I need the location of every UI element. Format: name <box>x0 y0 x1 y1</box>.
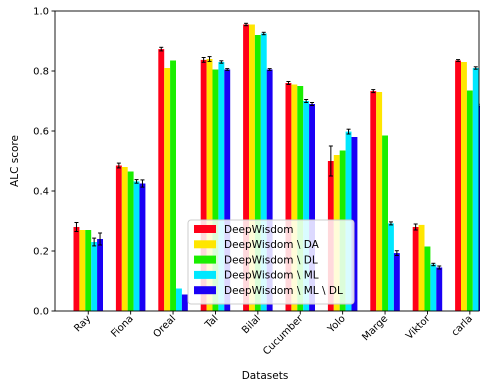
bar-series-5-ray <box>97 239 103 311</box>
bar-series-4-ray <box>91 242 97 311</box>
bar-series-5-marge <box>394 253 400 311</box>
legend-swatch <box>194 286 216 294</box>
bar-series-1-ray <box>74 227 80 311</box>
bar-series-3-viktor <box>425 247 431 312</box>
y-axis-label: ALC score <box>9 135 21 187</box>
y-tick-label: 0.2 <box>33 247 49 258</box>
bar-series-5-viktor <box>436 268 442 312</box>
x-tick-label-viktor: Viktor <box>404 313 433 342</box>
bar-series-3-marge <box>382 136 388 312</box>
bar-series-1-oreal <box>158 49 164 311</box>
bar-series-3-oreal <box>170 61 176 312</box>
bar-series-2-ray <box>79 230 85 311</box>
y-tick-label: 0.4 <box>33 187 49 198</box>
x-tick-label-cucumber: Cucumber <box>261 313 306 358</box>
y-tick-label: 0.6 <box>33 127 49 138</box>
legend-swatch <box>194 256 216 264</box>
legend-entry-5: DeepWisdom \ ML \ DL <box>224 285 343 297</box>
bar-series-3-carla <box>467 91 473 312</box>
bar-series-4-carla <box>473 68 479 311</box>
bar-series-3-ray <box>85 230 91 311</box>
bar-series-4-viktor <box>430 265 436 312</box>
y-tick-label: 0.0 <box>33 307 49 318</box>
bar-series-4-oreal <box>176 289 182 312</box>
bar-series-2-oreal <box>164 68 170 311</box>
x-tick-label-carla: carla <box>450 313 475 338</box>
legend: DeepWisdom DeepWisdom \ DA DeepWisdom \ DL… <box>188 220 354 304</box>
bar-series-5-oreal <box>182 295 188 312</box>
x-tick-label-marge: Marge <box>360 313 390 343</box>
bar-series-2-carla <box>461 62 467 311</box>
y-tick-label: 1.0 <box>33 7 49 18</box>
x-tick-label-yolo: Yolo <box>325 313 347 335</box>
x-tick-label-fiona: Fiona <box>109 313 135 339</box>
x-tick-label-bilal: Bilal <box>240 313 263 336</box>
bar-series-2-viktor <box>419 225 425 311</box>
legend-entry-2: DeepWisdom \ DA <box>224 239 320 251</box>
y-tick-label: 0.8 <box>33 67 49 78</box>
bar-series-5-fiona <box>140 184 146 312</box>
legend-swatch <box>194 271 216 279</box>
legend-swatch <box>194 240 216 248</box>
bar-series-1-viktor <box>413 227 419 311</box>
bar-series-3-fiona <box>128 172 134 312</box>
bar-series-4-marge <box>388 223 394 311</box>
x-tick-label-ray: Ray <box>72 313 93 334</box>
legend-swatch <box>194 225 216 233</box>
x-tick-label-tal: Tal <box>203 313 221 331</box>
bar-series-4-fiona <box>134 181 140 311</box>
legend-entry-1: DeepWisdom <box>224 224 294 236</box>
bar-series-1-carla <box>455 61 461 312</box>
bar-series-2-fiona <box>122 167 128 311</box>
bar-series-1-fiona <box>116 166 122 312</box>
bar-series-2-marge <box>376 92 382 311</box>
bar-series-1-marge <box>370 91 376 311</box>
x-axis-label: Datasets <box>242 370 289 382</box>
x-tick-label-oreal: Oreal <box>151 313 178 340</box>
legend-entry-4: DeepWisdom \ ML <box>224 270 319 282</box>
legend-entry-3: DeepWisdom \ DL <box>224 254 318 266</box>
